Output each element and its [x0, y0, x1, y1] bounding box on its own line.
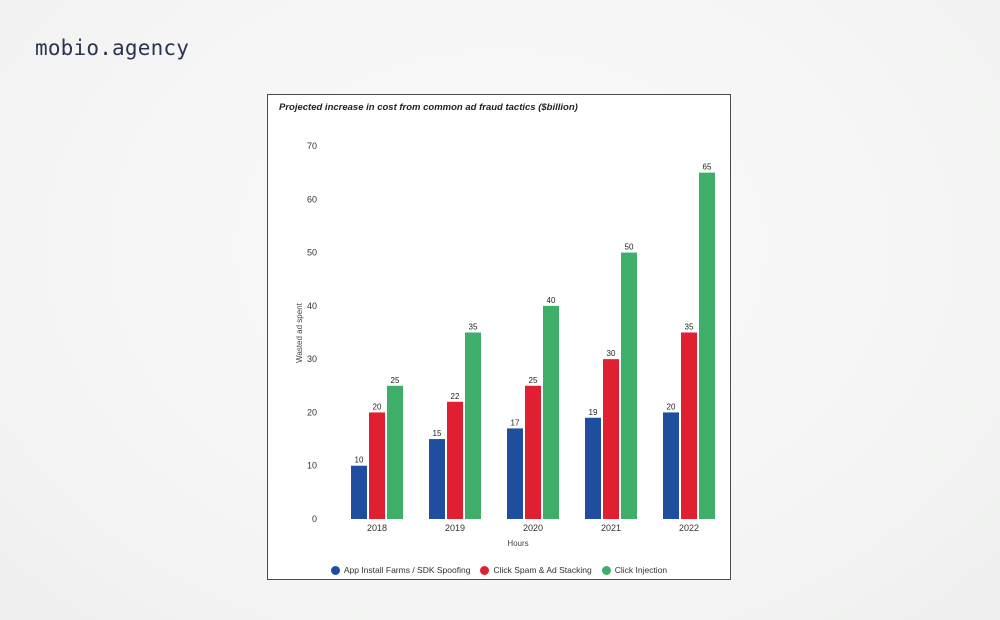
brand-logo-text[interactable]: mobio.agency: [35, 36, 190, 60]
bar-data-label: 35: [469, 323, 478, 332]
bar: [663, 412, 679, 519]
y-tick-label: 40: [307, 301, 317, 311]
legend-label: Click Injection: [614, 565, 668, 575]
bar-data-label: 25: [529, 376, 538, 385]
bar-data-label: 17: [511, 418, 520, 427]
y-tick-label: 30: [307, 354, 317, 364]
bar-data-label: 40: [547, 296, 556, 305]
bar-data-label: 19: [589, 408, 598, 417]
y-tick-label: 10: [307, 461, 317, 471]
bar: [585, 417, 601, 519]
bar-data-label: 50: [625, 243, 634, 252]
y-tick-label: 60: [307, 194, 317, 204]
bar-data-label: 65: [703, 163, 712, 172]
legend-item: Click Injection: [601, 565, 668, 575]
y-tick-label: 50: [307, 248, 317, 258]
bar-data-label: 30: [607, 349, 616, 358]
chart-legend: App Install Farms / SDK Spoofing Click Sp…: [268, 565, 730, 575]
bar: [621, 252, 637, 520]
bar-data-label: 15: [433, 429, 442, 438]
bar-data-label: 25: [391, 376, 400, 385]
bar-data-label: 20: [373, 402, 382, 411]
bar: [351, 465, 367, 519]
y-tick-label: 0: [312, 514, 317, 524]
bar: [465, 332, 481, 519]
chart-frame: Projected increase in cost from common a…: [267, 94, 731, 580]
bar: [507, 428, 523, 519]
y-axis-label: Wasted ad spent: [295, 302, 304, 363]
bar-chart: 0 10 20 30 40 50 60 70 Wasted ad spent 10 20 25 2018…: [295, 141, 715, 548]
legend-label: Click Spam & Ad Stacking: [493, 565, 592, 575]
bar: [525, 385, 541, 519]
legend-item: App Install Farms / SDK Spoofing: [330, 565, 471, 575]
y-tick-label: 20: [307, 407, 317, 417]
bar: [447, 401, 463, 519]
legend-label: App Install Farms / SDK Spoofing: [343, 565, 471, 575]
bar: [681, 332, 697, 519]
bar-data-label: 22: [451, 392, 460, 401]
chart-title: Projected increase in cost from common a…: [279, 102, 578, 113]
x-tick-label: 2019: [445, 523, 465, 533]
x-tick-label: 2021: [601, 523, 621, 533]
x-tick-label: 2018: [367, 523, 387, 533]
bar: [603, 359, 619, 519]
bar-data-label: 20: [667, 402, 676, 411]
y-tick-label: 70: [307, 141, 317, 151]
bar-data-label: 35: [685, 323, 694, 332]
bar: [429, 439, 445, 519]
legend-color-dot: [480, 565, 490, 575]
legend-color-dot: [601, 565, 611, 575]
bar-data-label: 10: [355, 456, 364, 465]
bar: [699, 172, 715, 519]
x-axis-label: Hours: [507, 539, 528, 548]
legend-color-dot: [330, 565, 340, 575]
x-tick-label: 2020: [523, 523, 543, 533]
bar: [387, 385, 403, 519]
bar: [369, 412, 385, 519]
x-tick-label: 2022: [679, 523, 699, 533]
legend-item: Click Spam & Ad Stacking: [480, 565, 592, 575]
bar: [543, 305, 559, 519]
